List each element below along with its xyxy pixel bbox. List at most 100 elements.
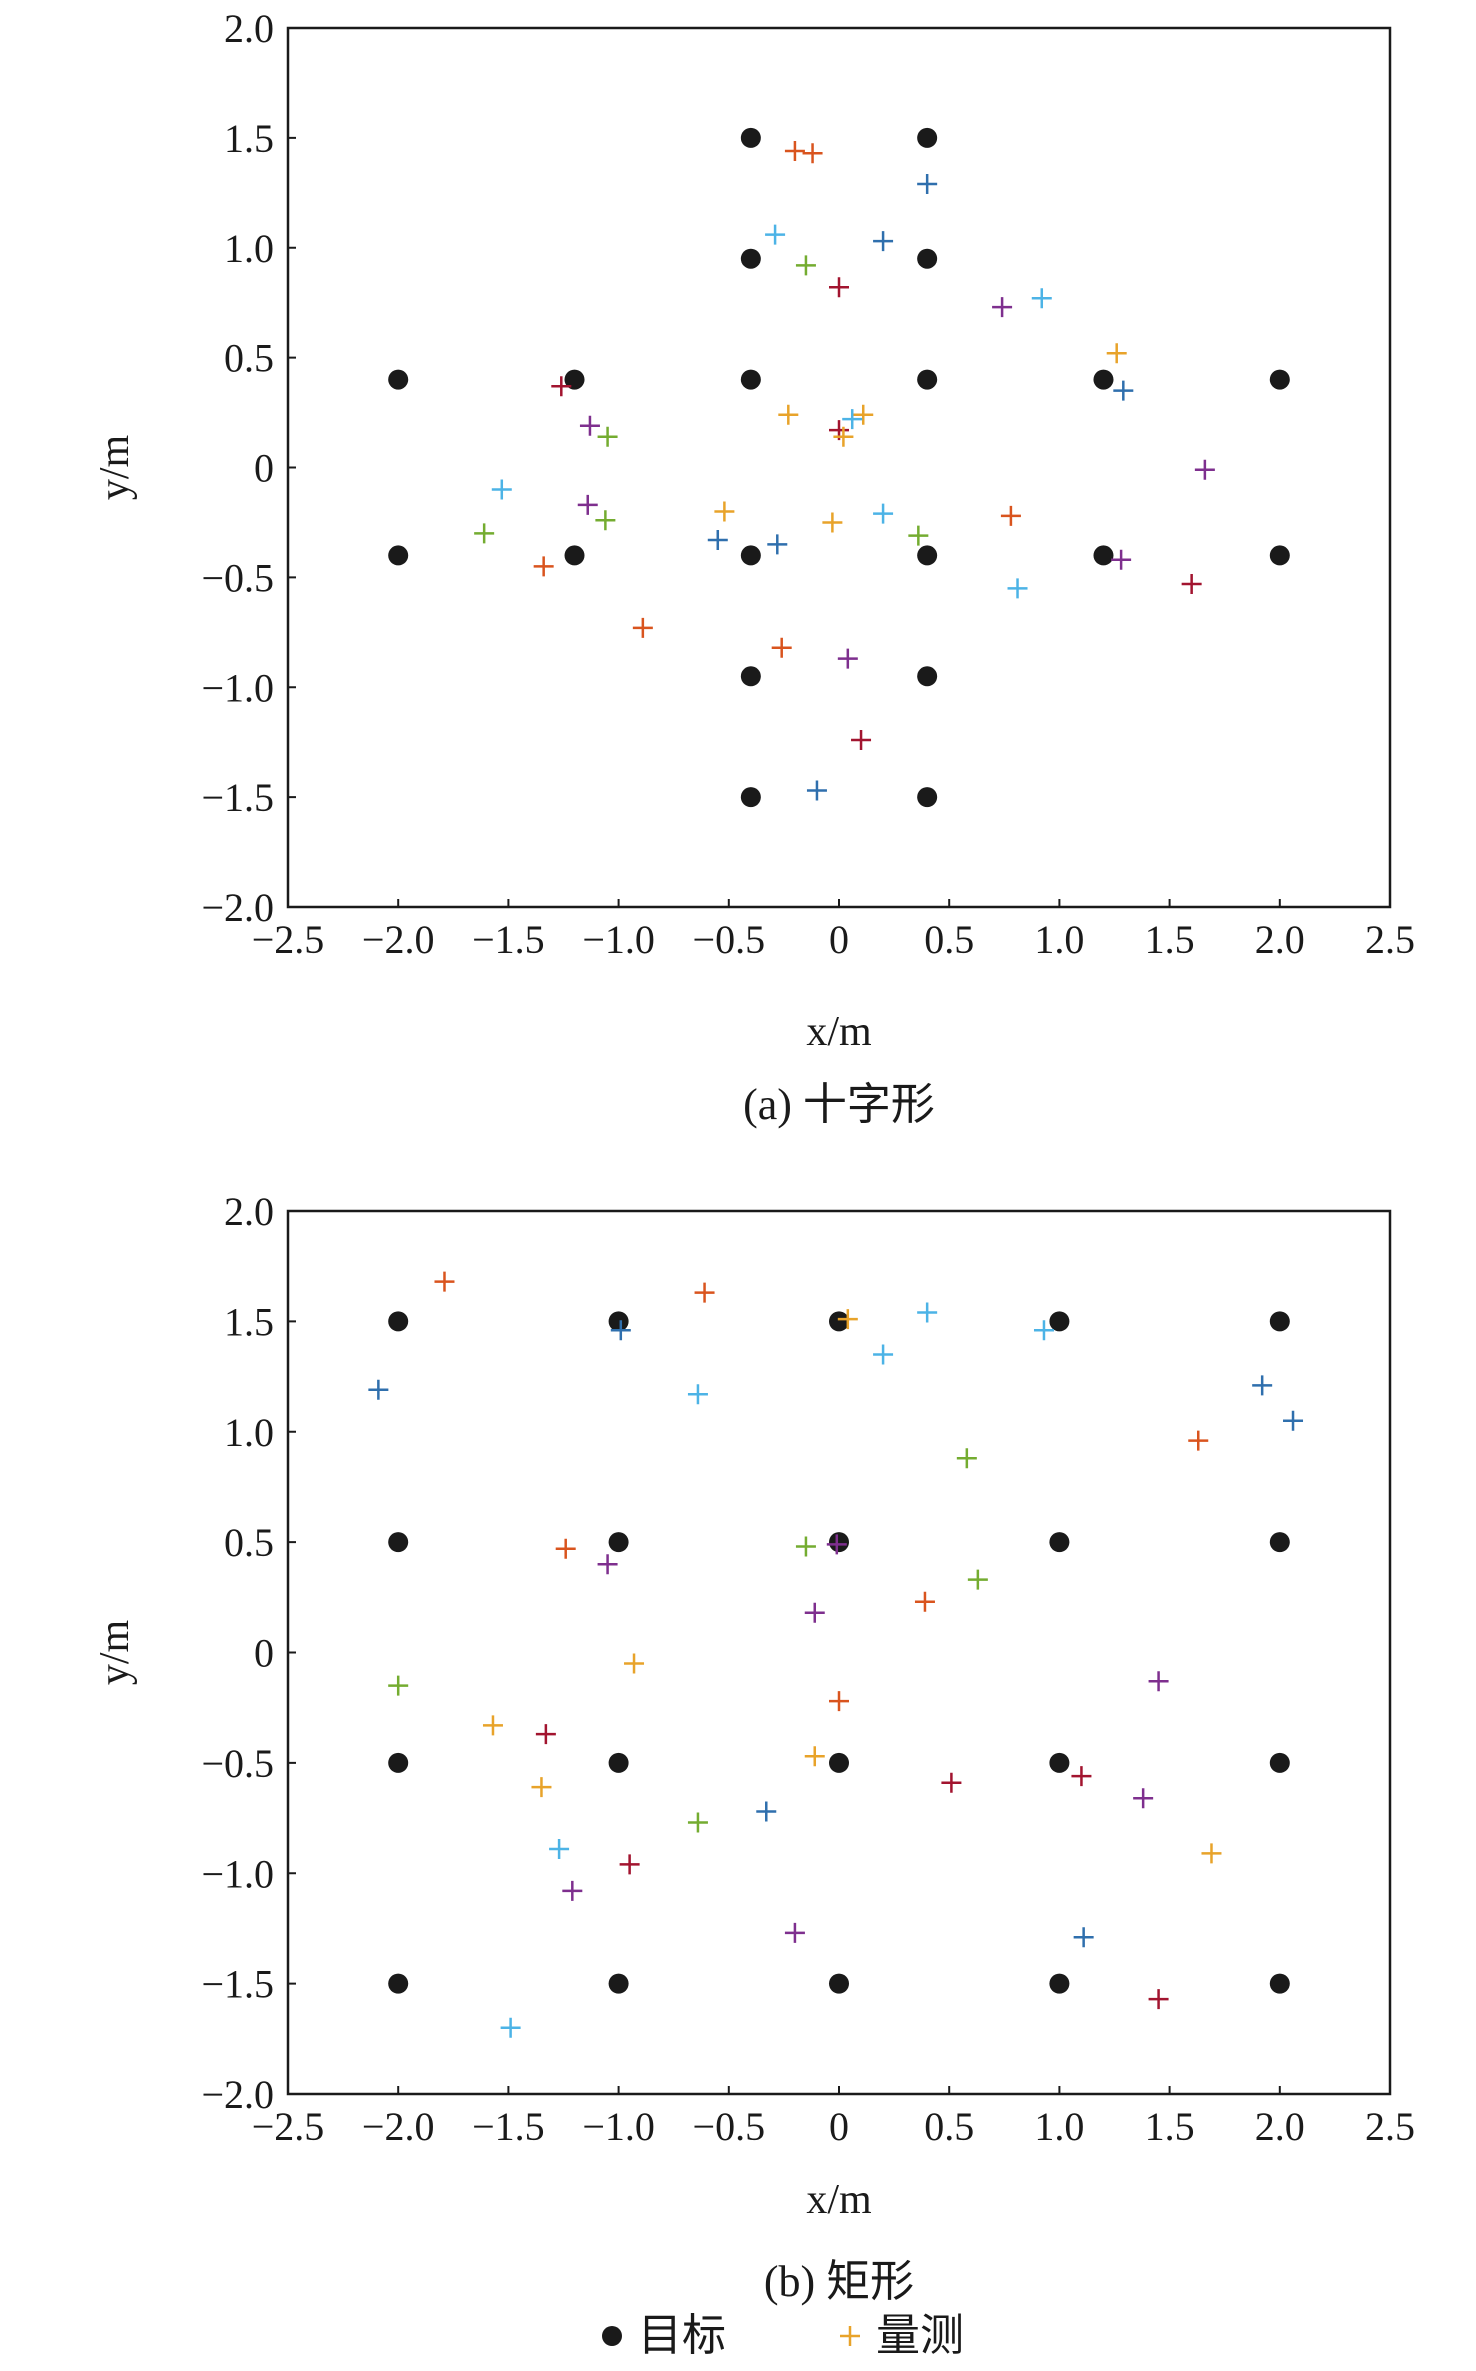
legend-marker (840, 2326, 860, 2346)
target-point (564, 545, 585, 566)
measurement-point (597, 426, 618, 447)
x-tick-label: 0 (829, 917, 849, 962)
y-tick-label: 0.5 (224, 1520, 274, 1565)
y-tick-label: −0.5 (201, 555, 274, 600)
target-point (829, 1311, 849, 1332)
measurement-point (687, 1812, 708, 1833)
y-tick-label: 0 (254, 446, 274, 491)
target-point (608, 1973, 629, 1994)
measurement-point (1073, 1927, 1094, 1948)
target-point (740, 369, 761, 390)
measurement-point (694, 1282, 715, 1303)
measurement-point (551, 376, 572, 397)
x-tick-label: 2.5 (1365, 917, 1415, 962)
measurement-point (388, 1675, 409, 1696)
x-tick-label: −2.5 (252, 917, 325, 962)
measurement-point (837, 648, 858, 669)
x-tick-label: −1.0 (582, 2104, 655, 2149)
y-axis-label: y/m (92, 1620, 138, 1686)
measurement-point (533, 556, 554, 577)
x-tick-label: 1.0 (1034, 917, 1084, 962)
y-tick-label: −0.5 (201, 1741, 274, 1786)
measurement-point (756, 1801, 777, 1822)
measurement-point (595, 510, 616, 531)
measurement-point (1111, 549, 1132, 570)
plot-frame (286, 1209, 1392, 2096)
measurement-point (908, 525, 929, 546)
y-tick-label: 1.5 (224, 116, 274, 161)
y-tick-label: 1.0 (224, 226, 274, 271)
measurement-point (917, 174, 938, 195)
measurement-point (767, 534, 788, 555)
x-tick-label: −1.5 (472, 917, 545, 962)
caption: (b) 矩形 (764, 2257, 914, 2306)
measurement-point (707, 530, 728, 551)
measurement-point (1113, 380, 1134, 401)
x-tick-label: −1.5 (472, 2104, 545, 2149)
x-tick-label: −2.0 (362, 917, 435, 962)
measurement-point (873, 1344, 894, 1365)
measurement-point (1181, 573, 1202, 594)
measurement-point (535, 1724, 556, 1745)
measurement-point (714, 501, 735, 522)
measurement-point (1031, 288, 1052, 309)
x-axis-label: x/m (806, 2177, 872, 2223)
target-point (1049, 1532, 1070, 1553)
x-tick-label: −2.0 (362, 2104, 435, 2149)
target-point (1269, 545, 1290, 566)
measurement-point (778, 404, 799, 425)
x-tick-label: −1.0 (582, 917, 655, 962)
measurement-point (1033, 1320, 1054, 1341)
target-point (564, 369, 585, 390)
target-point (608, 1532, 629, 1553)
measurement-point (1201, 1843, 1222, 1864)
plot-frame (286, 26, 1392, 909)
y-tick-label: 0 (254, 1631, 274, 1676)
x-tick-label: 1.5 (1145, 917, 1195, 962)
x-tick-label: 0 (829, 2104, 849, 2149)
measurement-point (941, 1772, 962, 1793)
measurement-point (795, 255, 816, 276)
measurement-point (632, 617, 653, 638)
target-point (1269, 369, 1290, 390)
x-tick-label: 1.5 (1145, 2104, 1195, 2149)
measurement-point (1283, 1410, 1304, 1431)
y-tick-label: −2.0 (201, 885, 274, 930)
measurement-point (917, 1302, 938, 1323)
measurement-point (1071, 1766, 1092, 1787)
measurement-point (687, 1384, 708, 1405)
x-tick-label: 1.0 (1034, 2104, 1084, 2149)
x-tick-label: 0.5 (924, 917, 974, 962)
target-point (388, 369, 409, 390)
target-point (1269, 1532, 1290, 1553)
target-point (829, 1532, 849, 1553)
y-tick-label: 2.0 (224, 1189, 274, 1234)
x-axis-label: x/m (806, 1009, 872, 1055)
y-tick-label: −1.0 (201, 665, 274, 710)
measurement-point (500, 2017, 521, 2038)
x-tick-label: 2.0 (1255, 2104, 1305, 2149)
target-point (608, 1752, 629, 1773)
measurement-point (873, 503, 894, 524)
target-point (740, 787, 761, 808)
target-point (740, 248, 761, 269)
y-axis-label: y/m (92, 435, 138, 501)
target-point (740, 127, 761, 148)
measurement-point (531, 1777, 552, 1798)
target-point (917, 248, 938, 269)
target-point (1049, 1752, 1070, 1773)
x-tick-label: −0.5 (693, 917, 766, 962)
measurement-point (784, 141, 805, 162)
y-tick-label: 2.0 (224, 6, 274, 51)
target-point (1269, 1311, 1290, 1332)
target-point (740, 545, 761, 566)
y-tick-label: −1.0 (201, 1851, 274, 1896)
measurement-point (1000, 505, 1021, 526)
measurement-point (491, 479, 512, 500)
measurement-point (1252, 1375, 1273, 1396)
target-point (1093, 369, 1114, 390)
target-point (829, 1973, 849, 1994)
target-point (917, 666, 938, 687)
measurement-point (1194, 459, 1215, 480)
